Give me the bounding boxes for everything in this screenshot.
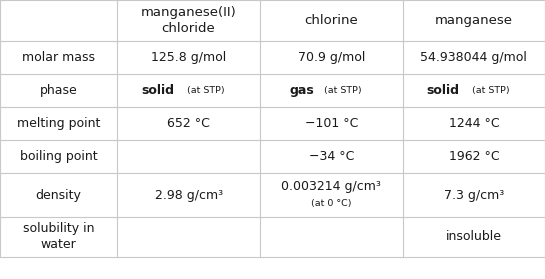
Text: melting point: melting point bbox=[17, 117, 100, 130]
Text: 54.938044 g/mol: 54.938044 g/mol bbox=[420, 51, 528, 64]
Text: boiling point: boiling point bbox=[20, 150, 98, 163]
Text: (at 0 °C): (at 0 °C) bbox=[311, 199, 352, 208]
Text: insoluble: insoluble bbox=[446, 230, 502, 243]
Text: 1962 °C: 1962 °C bbox=[449, 150, 499, 163]
Text: 0.003214 g/cm³: 0.003214 g/cm³ bbox=[281, 180, 382, 193]
Text: (at STP): (at STP) bbox=[469, 86, 510, 95]
Text: 7.3 g/cm³: 7.3 g/cm³ bbox=[444, 189, 504, 201]
Text: gas: gas bbox=[289, 84, 314, 97]
Text: −34 °C: −34 °C bbox=[308, 150, 354, 163]
Text: (at STP): (at STP) bbox=[184, 86, 225, 95]
Text: manganese(II)
chloride: manganese(II) chloride bbox=[141, 6, 237, 35]
Text: (at STP): (at STP) bbox=[321, 86, 362, 95]
Text: molar mass: molar mass bbox=[22, 51, 95, 64]
Text: 125.8 g/mol: 125.8 g/mol bbox=[151, 51, 226, 64]
Text: phase: phase bbox=[40, 84, 77, 97]
Text: density: density bbox=[35, 189, 82, 201]
Text: solubility in
water: solubility in water bbox=[23, 222, 94, 251]
Text: chlorine: chlorine bbox=[305, 14, 358, 27]
Text: 652 °C: 652 °C bbox=[167, 117, 210, 130]
Text: solid: solid bbox=[426, 84, 459, 97]
Text: manganese: manganese bbox=[435, 14, 513, 27]
Text: 2.98 g/cm³: 2.98 g/cm³ bbox=[155, 189, 223, 201]
Text: −101 °C: −101 °C bbox=[305, 117, 358, 130]
Text: 70.9 g/mol: 70.9 g/mol bbox=[298, 51, 365, 64]
Text: solid: solid bbox=[141, 84, 174, 97]
Text: 1244 °C: 1244 °C bbox=[449, 117, 499, 130]
